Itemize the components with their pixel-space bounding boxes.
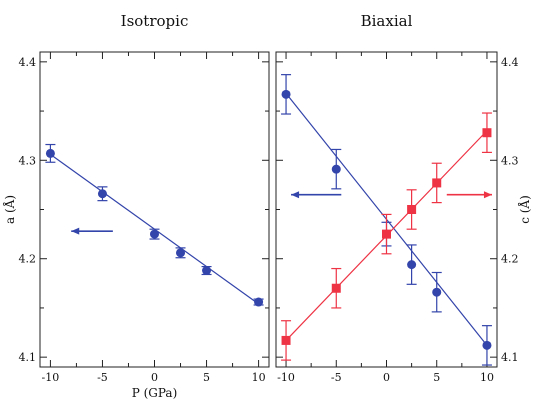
chart-panel-2: Biaxial -10 -5 0 5 10 4.1 4.2 4.3 4.4 c (Å)	[275, 12, 532, 384]
data-point	[407, 205, 417, 214]
y-tick-label: 4.3	[19, 154, 37, 167]
series-2	[281, 112, 492, 361]
y-tick-label: 4.4	[501, 56, 519, 69]
chart-panel-1: Isotropic -10 -5 0 5 10 4.1 4.2 4.3 4.4 P (GPa) a (…	[2, 12, 270, 400]
data-point	[254, 297, 264, 307]
arrow-head	[71, 227, 80, 235]
y-tick-label: 4.4	[19, 56, 37, 69]
data-point	[407, 260, 417, 270]
y-tick-label: 4.1	[501, 351, 519, 364]
data-point	[281, 89, 291, 99]
x-tick-label: 10	[252, 371, 266, 384]
y-tick-label: 4.2	[501, 253, 519, 266]
data-point	[482, 340, 492, 350]
panel-title: Isotropic	[121, 12, 189, 30]
x-tick-label: -5	[331, 371, 342, 384]
x-tick-label: -10	[277, 371, 295, 384]
data-point	[331, 164, 341, 174]
x-tick-label: -10	[42, 371, 60, 384]
direction-arrow	[71, 227, 113, 235]
data-point	[331, 283, 341, 293]
plot-frame	[275, 51, 498, 368]
y-tick-label: 4.1	[19, 351, 37, 364]
data-point	[432, 178, 442, 188]
data-point	[432, 287, 442, 297]
y-tick-label: 4.3	[501, 154, 519, 167]
x-tick-label: -5	[97, 371, 108, 384]
x-axis-title: P (GPa)	[132, 386, 178, 400]
x-tick-label: 5	[203, 371, 210, 384]
plot-frame	[39, 51, 270, 368]
direction-arrow	[291, 191, 342, 199]
direction-arrow	[446, 191, 492, 199]
series-1	[45, 143, 264, 307]
y-tick-label: 4.2	[19, 253, 37, 266]
x-tick-label: 5	[433, 371, 440, 384]
x-tick-label: 10	[480, 371, 494, 384]
panel-title: Biaxial	[361, 12, 413, 30]
data-point	[45, 148, 55, 158]
data-point	[202, 266, 212, 276]
y-axis-title: c (Å)	[517, 195, 532, 224]
data-point	[281, 335, 291, 345]
data-point	[482, 128, 492, 138]
data-point	[150, 229, 159, 239]
arrow-head	[291, 191, 300, 199]
arrow-head	[483, 191, 492, 199]
y-axis-title: a (Å)	[2, 195, 17, 224]
data-point	[97, 189, 107, 199]
data-point	[382, 229, 391, 239]
x-tick-label: 0	[383, 371, 390, 384]
x-tick-label: 0	[151, 371, 158, 384]
data-point	[176, 248, 186, 258]
